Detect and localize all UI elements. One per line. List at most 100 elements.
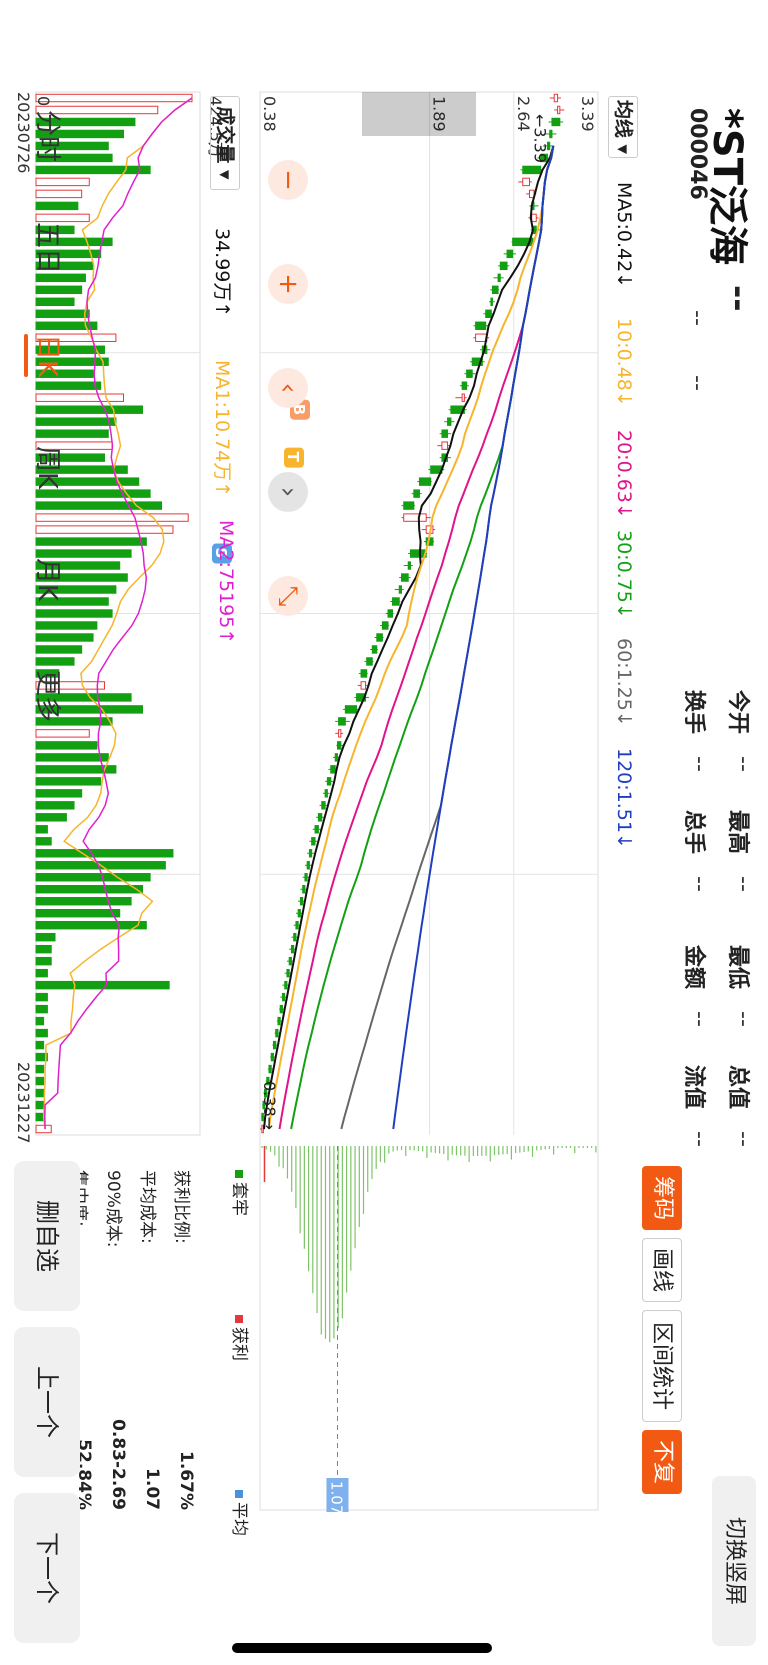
volume-bar bbox=[35, 777, 102, 786]
legend-swatch bbox=[235, 1315, 243, 1323]
candle-body bbox=[461, 381, 468, 390]
volume-bar bbox=[35, 885, 144, 894]
trade-marker-box bbox=[284, 447, 304, 468]
candle-body bbox=[321, 801, 326, 810]
volume-bar bbox=[35, 693, 132, 702]
candle bbox=[316, 813, 325, 822]
volume-bar bbox=[35, 369, 94, 378]
side-button[interactable]: 上一个 bbox=[14, 1327, 80, 1477]
candle bbox=[390, 597, 401, 606]
moving-average-lines bbox=[263, 145, 555, 1130]
candle bbox=[444, 417, 455, 426]
fullscreen-button[interactable]: ⤡ bbox=[268, 576, 308, 616]
volume-bar bbox=[35, 153, 113, 163]
candle-body bbox=[506, 249, 514, 259]
volume-bar bbox=[35, 417, 117, 426]
side-button[interactable]: 下一个 bbox=[14, 1493, 80, 1643]
candle-body bbox=[326, 777, 332, 786]
ma-line-10 bbox=[267, 145, 555, 1130]
candle-body bbox=[387, 609, 394, 618]
volume-selector[interactable]: 成交量 ▾ bbox=[210, 96, 240, 190]
candle-body bbox=[522, 177, 531, 187]
candle bbox=[336, 741, 344, 750]
candle bbox=[545, 129, 557, 139]
volume-bar bbox=[35, 585, 117, 594]
candle-body bbox=[447, 417, 452, 426]
candle bbox=[319, 801, 328, 810]
candle bbox=[437, 441, 450, 450]
volume-bar bbox=[35, 405, 144, 414]
candle bbox=[549, 93, 561, 103]
candle-body bbox=[403, 501, 415, 510]
candle-body bbox=[286, 968, 290, 978]
y-tick-label: 0.38 bbox=[260, 96, 279, 132]
candle-body bbox=[295, 920, 299, 930]
candle bbox=[554, 105, 565, 115]
volume-bar bbox=[35, 129, 125, 139]
volume-legend-item: 34.99万↑ bbox=[211, 228, 233, 318]
candle bbox=[370, 645, 378, 654]
chip-legend-item: 获利 bbox=[229, 1315, 254, 1361]
candle bbox=[380, 621, 390, 630]
chip-distribution: 1.07 bbox=[261, 1146, 597, 1514]
candle-body bbox=[308, 849, 313, 858]
volume-bar bbox=[35, 645, 83, 654]
ma-line-5 bbox=[263, 145, 555, 1130]
candle-body bbox=[531, 213, 537, 223]
chip-legend-item: 套牢 bbox=[229, 1170, 254, 1216]
candle-body bbox=[485, 309, 492, 319]
candle bbox=[280, 992, 287, 1002]
candle-body bbox=[540, 153, 548, 163]
candle bbox=[399, 573, 411, 582]
chart-grid: 3.39 2.64 1.89 0.38 bbox=[35, 91, 599, 1511]
volume-bar bbox=[35, 285, 83, 295]
y-tick-label: 2.64 bbox=[514, 96, 533, 132]
volume-bar bbox=[35, 513, 189, 522]
candle bbox=[469, 357, 485, 366]
volume-legend-item: MA2:75195↑ bbox=[215, 520, 237, 645]
candle bbox=[548, 117, 564, 127]
chip-stat-label: 获利比例: bbox=[171, 1170, 191, 1244]
home-indicator[interactable] bbox=[232, 1643, 492, 1653]
candle-body bbox=[398, 585, 402, 594]
volume-bar bbox=[35, 897, 132, 906]
candle-body bbox=[491, 285, 499, 295]
candle bbox=[354, 693, 369, 702]
period-tab[interactable]: 月K bbox=[32, 558, 62, 602]
pan-right-icon: › bbox=[273, 486, 303, 498]
candle-body bbox=[263, 1088, 268, 1098]
volume-bar bbox=[35, 633, 94, 642]
volume-bar bbox=[35, 357, 109, 366]
period-tab[interactable]: 五日 bbox=[32, 222, 62, 275]
candle-body bbox=[338, 729, 342, 738]
candle-body bbox=[366, 657, 373, 666]
period-tab[interactable]: 分时 bbox=[32, 110, 62, 163]
volume-bar bbox=[35, 681, 105, 690]
candle bbox=[518, 177, 532, 187]
candle-body bbox=[441, 429, 449, 438]
candle-body bbox=[281, 992, 286, 1002]
chip-stat-label: 90%成本: bbox=[103, 1170, 123, 1248]
volume-bar bbox=[35, 932, 56, 942]
side-button[interactable]: 删自选 bbox=[14, 1161, 80, 1311]
period-tab[interactable]: 更多 bbox=[32, 670, 62, 723]
candle bbox=[503, 249, 517, 259]
period-tab[interactable]: 周K bbox=[32, 446, 62, 490]
pan-right-button[interactable]: › bbox=[268, 472, 308, 512]
candle-body bbox=[261, 1112, 264, 1122]
candle-body bbox=[497, 273, 501, 283]
volume-zero-label: 0 bbox=[34, 96, 53, 106]
candle-body bbox=[450, 405, 465, 414]
zoom-in-button[interactable]: + bbox=[268, 264, 308, 304]
candle bbox=[325, 777, 333, 786]
period-tab[interactable]: 日K bbox=[24, 334, 68, 378]
volume-bar bbox=[35, 956, 52, 966]
volume-bar bbox=[35, 873, 151, 882]
price-frame bbox=[259, 91, 599, 1511]
volume-bar bbox=[35, 381, 102, 390]
zoom-out-button[interactable]: − bbox=[268, 160, 308, 200]
pan-left-button[interactable]: ‹ bbox=[268, 368, 308, 408]
